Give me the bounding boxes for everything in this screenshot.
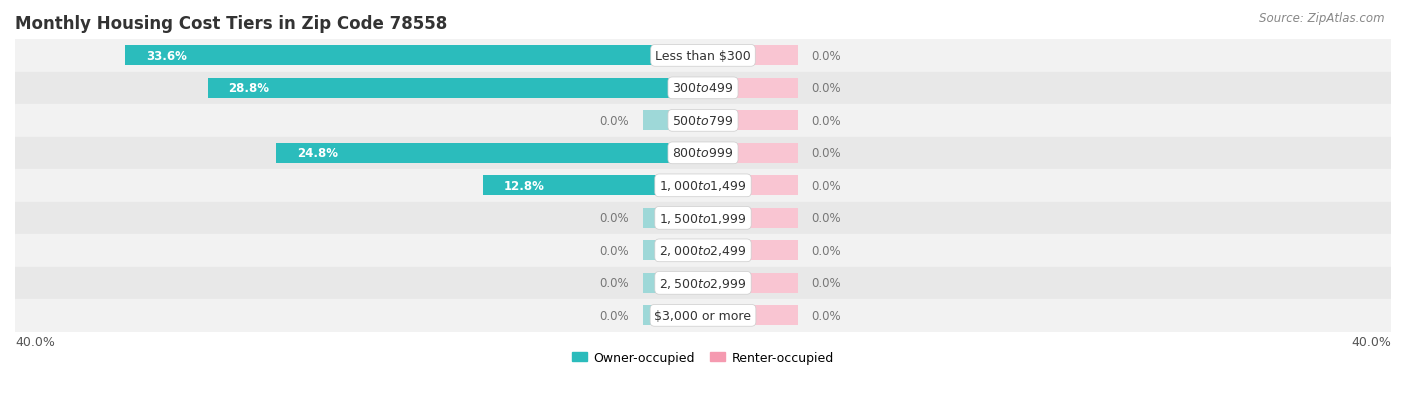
Text: 0.0%: 0.0% (811, 309, 841, 322)
Legend: Owner-occupied, Renter-occupied: Owner-occupied, Renter-occupied (568, 347, 838, 369)
Text: 24.8%: 24.8% (297, 147, 337, 160)
Text: 0.0%: 0.0% (599, 212, 628, 225)
Bar (703, 176, 797, 196)
Text: 0.0%: 0.0% (811, 212, 841, 225)
Text: 28.8%: 28.8% (228, 82, 270, 95)
Bar (703, 111, 797, 131)
Text: $500 to $799: $500 to $799 (672, 114, 734, 128)
Text: $1,000 to $1,499: $1,000 to $1,499 (659, 179, 747, 193)
Text: Monthly Housing Cost Tiers in Zip Code 78558: Monthly Housing Cost Tiers in Zip Code 7… (15, 15, 447, 33)
Bar (15, 170, 1391, 202)
Bar (643, 111, 703, 131)
Text: 12.8%: 12.8% (503, 179, 544, 192)
Bar (643, 273, 703, 293)
Text: $800 to $999: $800 to $999 (672, 147, 734, 160)
Bar (15, 202, 1391, 235)
Bar (15, 137, 1391, 170)
Bar (643, 306, 703, 325)
Text: 0.0%: 0.0% (599, 244, 628, 257)
Text: 0.0%: 0.0% (599, 309, 628, 322)
Text: $1,500 to $1,999: $1,500 to $1,999 (659, 211, 747, 225)
Bar (703, 143, 797, 164)
Text: 40.0%: 40.0% (1351, 336, 1391, 349)
Text: 0.0%: 0.0% (811, 277, 841, 290)
Text: 0.0%: 0.0% (811, 82, 841, 95)
Bar (703, 241, 797, 261)
Bar (482, 176, 703, 196)
Bar (15, 299, 1391, 332)
Text: 0.0%: 0.0% (599, 277, 628, 290)
Text: 0.0%: 0.0% (599, 114, 628, 128)
Text: 0.0%: 0.0% (811, 50, 841, 63)
Text: 0.0%: 0.0% (811, 179, 841, 192)
Bar (15, 72, 1391, 105)
Bar (703, 208, 797, 228)
Text: $300 to $499: $300 to $499 (672, 82, 734, 95)
Bar (15, 40, 1391, 72)
Bar (703, 78, 797, 99)
Bar (15, 267, 1391, 299)
Text: $2,500 to $2,999: $2,500 to $2,999 (659, 276, 747, 290)
Bar (15, 105, 1391, 137)
Text: Source: ZipAtlas.com: Source: ZipAtlas.com (1260, 12, 1385, 25)
Bar (15, 235, 1391, 267)
Bar (643, 241, 703, 261)
Text: $3,000 or more: $3,000 or more (655, 309, 751, 322)
Bar (208, 78, 703, 99)
Text: 40.0%: 40.0% (15, 336, 55, 349)
Bar (125, 46, 703, 66)
Bar (277, 143, 703, 164)
Bar (703, 273, 797, 293)
Bar (703, 306, 797, 325)
Text: 0.0%: 0.0% (811, 244, 841, 257)
Bar (703, 46, 797, 66)
Text: 0.0%: 0.0% (811, 147, 841, 160)
Text: Less than $300: Less than $300 (655, 50, 751, 63)
Text: 0.0%: 0.0% (811, 114, 841, 128)
Text: $2,000 to $2,499: $2,000 to $2,499 (659, 244, 747, 258)
Text: 33.6%: 33.6% (146, 50, 187, 63)
Bar (643, 208, 703, 228)
